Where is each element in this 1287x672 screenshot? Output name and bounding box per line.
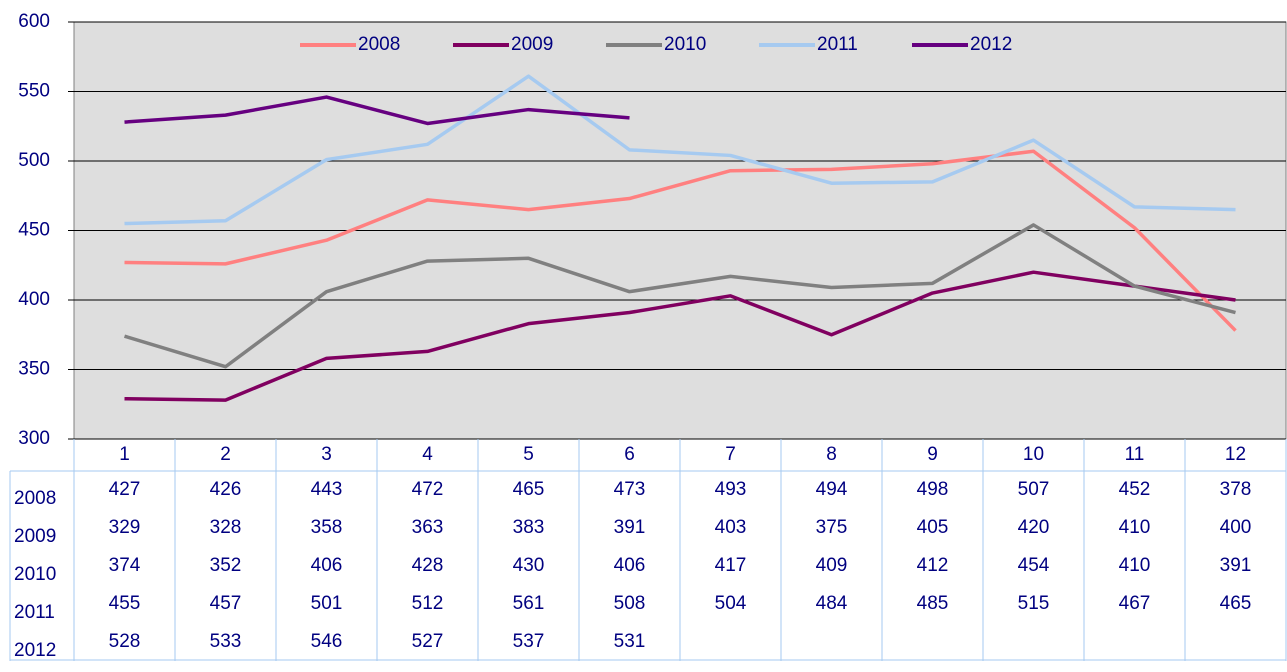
table-value: 452 — [1119, 479, 1151, 500]
table-value: 473 — [614, 479, 646, 500]
series-line — [123, 223, 1236, 369]
table-row-label: 2008 — [14, 488, 56, 509]
table-value: 501 — [311, 593, 343, 614]
table-value: 406 — [311, 555, 343, 576]
x-tick-label: 1 — [119, 444, 130, 465]
table-value: 352 — [210, 555, 242, 576]
legend-label: 2011 — [817, 34, 858, 55]
table-value: 537 — [513, 631, 545, 652]
table-value: 531 — [614, 631, 646, 652]
table-value: 498 — [917, 479, 949, 500]
table-row-label: 2009 — [14, 526, 56, 547]
table-value: 465 — [1220, 593, 1252, 614]
x-tick-label: 10 — [1023, 444, 1044, 465]
table-value: 457 — [210, 593, 242, 614]
table-value: 383 — [513, 517, 545, 538]
table-value: 512 — [412, 593, 444, 614]
legend-label: 2012 — [970, 34, 1012, 55]
table-value: 405 — [917, 517, 949, 538]
table-value: 328 — [210, 517, 242, 538]
table-value: 443 — [311, 479, 343, 500]
table-value: 358 — [311, 517, 343, 538]
table-value: 528 — [109, 631, 141, 652]
table-value: 467 — [1119, 593, 1151, 614]
table-value: 412 — [917, 555, 949, 576]
table-value: 410 — [1119, 517, 1151, 538]
x-tick-label: 9 — [927, 444, 938, 465]
table-value: 455 — [109, 593, 141, 614]
table-value: 515 — [1018, 593, 1050, 614]
table-value: 533 — [210, 631, 242, 652]
x-tick-label: 12 — [1225, 444, 1246, 465]
table-value: 417 — [715, 555, 747, 576]
x-tick-label: 2 — [220, 444, 231, 465]
table-value: 472 — [412, 479, 444, 500]
x-tick-label: 4 — [422, 444, 433, 465]
table-value: 403 — [715, 517, 747, 538]
table-value: 378 — [1220, 479, 1252, 500]
table-row-label: 2010 — [14, 564, 56, 585]
y-tick-label: 550 — [18, 81, 50, 102]
table-value: 363 — [412, 517, 444, 538]
x-tick-label: 8 — [826, 444, 837, 465]
table-value: 409 — [816, 555, 848, 576]
table-value: 493 — [715, 479, 747, 500]
table-value: 391 — [1220, 555, 1252, 576]
table-value: 400 — [1220, 517, 1252, 538]
x-tick-label: 7 — [725, 444, 736, 465]
table-value: 428 — [412, 555, 444, 576]
table-value: 426 — [210, 479, 242, 500]
table-value: 375 — [816, 517, 848, 538]
y-tick-label: 300 — [18, 428, 50, 449]
table-value: 546 — [311, 631, 343, 652]
table-value: 508 — [614, 593, 646, 614]
table-value: 507 — [1018, 479, 1050, 500]
table-value: 406 — [614, 555, 646, 576]
legend-label: 2010 — [664, 34, 706, 55]
table-value: 329 — [109, 517, 141, 538]
y-tick-label: 600 — [18, 11, 50, 32]
table-value: 454 — [1018, 555, 1050, 576]
y-tick-label: 450 — [18, 220, 50, 241]
table-value: 427 — [109, 479, 141, 500]
series-line — [124, 95, 630, 126]
x-tick-label: 6 — [624, 444, 635, 465]
table-value: 484 — [816, 593, 848, 614]
series-line — [124, 74, 1236, 226]
legend-label: 2009 — [511, 34, 553, 55]
table-value: 527 — [412, 631, 444, 652]
table-row-label: 2012 — [14, 640, 56, 661]
table-row-label: 2011 — [14, 602, 55, 623]
x-tick-label: 5 — [523, 444, 534, 465]
table-value: 465 — [513, 479, 545, 500]
table-value: 410 — [1119, 555, 1151, 576]
table-value: 420 — [1018, 517, 1050, 538]
y-tick-label: 500 — [18, 150, 50, 171]
legend-label: 2008 — [358, 34, 400, 55]
table-value: 485 — [917, 593, 949, 614]
table-value: 494 — [816, 479, 848, 500]
table-value: 391 — [614, 517, 646, 538]
table-value: 430 — [513, 555, 545, 576]
y-tick-label: 350 — [18, 359, 50, 380]
table-value: 561 — [513, 593, 545, 614]
series-line — [124, 270, 1236, 402]
y-tick-label: 400 — [18, 289, 50, 310]
x-tick-label: 11 — [1125, 444, 1145, 465]
x-tick-label: 3 — [321, 444, 332, 465]
table-value: 374 — [109, 555, 141, 576]
table-value: 504 — [715, 593, 747, 614]
series-line — [124, 149, 1237, 332]
